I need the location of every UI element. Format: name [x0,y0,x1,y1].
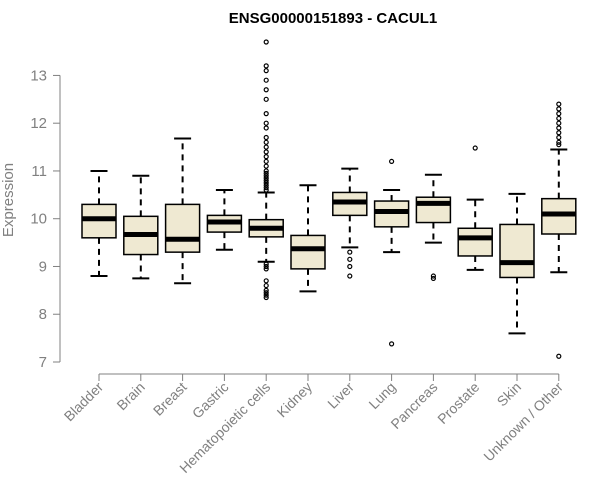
x-tick-label: Unknown / Other [480,379,566,465]
outlier-point [556,353,562,359]
outlier-point [263,96,269,102]
outlier-point [556,142,562,148]
outlier-point [263,134,269,141]
outlier-point [263,173,269,179]
outlier-point [263,87,269,93]
box-group [541,101,577,359]
y-tick-label: 7 [39,354,47,371]
box-group [332,167,368,279]
box-iqr [290,234,326,270]
outlier-point [472,145,478,151]
outlier-point [263,266,269,272]
outlier-point [389,158,395,165]
outlier-point [263,187,269,193]
x-tick-label: Prostate [434,379,482,427]
outlier-point [430,275,436,282]
y-tick-label: 9 [39,258,47,275]
chart-title: ENSG00000151893 - CACUL1 [229,10,437,27]
box-iqr [164,203,201,253]
box-group [81,169,117,278]
y-axis: 7 8 9 10 11 12 13 [30,67,61,371]
box-group [457,145,493,271]
outlier-point [263,177,269,184]
y-tick-label: 10 [30,211,47,228]
outlier-point [556,106,562,112]
box-group [499,192,535,335]
box-iqr [457,227,493,257]
outlier-point [263,290,269,296]
outlier-point [347,249,353,255]
outlier-point [263,149,269,155]
x-tick-label: Lung [365,379,398,412]
box-group [290,184,326,293]
outlier-point [556,139,562,145]
x-tick-label: Kidney [274,379,316,421]
box-iqr [499,223,535,279]
y-tick-label: 8 [39,306,47,323]
outlier-point [263,120,269,126]
outlier-point [389,341,395,347]
plot-area [81,39,577,359]
outlier-point [263,111,269,117]
x-tick-label: Skin [494,379,525,410]
box-group [123,174,159,280]
outlier-point [263,125,269,131]
outlier-point [430,273,436,279]
outlier-point [263,282,269,289]
outlier-point [263,163,269,169]
outlier-point [263,68,269,74]
x-tick-label: Brain [113,379,147,413]
box-group [206,189,243,251]
outlier-point [347,256,353,262]
y-tick-label: 11 [31,163,47,180]
outlier-point [263,180,269,186]
outlier-point [263,292,269,298]
outlier-point [263,154,269,160]
y-tick-label: 13 [30,67,47,84]
outlier-point [263,287,269,293]
outlier-point [263,261,269,267]
box-group [164,137,201,285]
outlier-point [263,158,269,165]
outlier-point [556,125,562,131]
outlier-point [263,170,269,176]
outlier-point [347,263,353,270]
outlier-point [556,101,562,107]
outlier-point [556,120,562,126]
outlier-point [347,273,353,279]
outlier-point [263,263,269,270]
outlier-point [263,139,269,145]
outlier-point [263,182,269,188]
outlier-point [263,175,269,181]
outlier-point [263,278,269,284]
y-tick-label: 12 [30,115,47,132]
outlier-point [263,39,269,45]
outlier-point [263,168,269,174]
outlier-point [263,185,269,191]
x-tick-label: Liver [324,379,357,412]
outlier-point [556,115,562,122]
outlier-point [263,144,269,150]
box-group [373,158,410,347]
outlier-point [556,134,562,141]
box-group [415,173,452,282]
outlier-point [556,130,562,136]
outlier-point [263,77,269,83]
outlier-point [263,294,269,301]
y-axis-label: Expression [0,163,17,237]
box-group [248,39,284,301]
outlier-point [556,111,562,117]
x-tick-label: Bladder [61,379,107,425]
outlier-point [263,63,269,69]
x-tick-label: Breast [150,379,190,419]
